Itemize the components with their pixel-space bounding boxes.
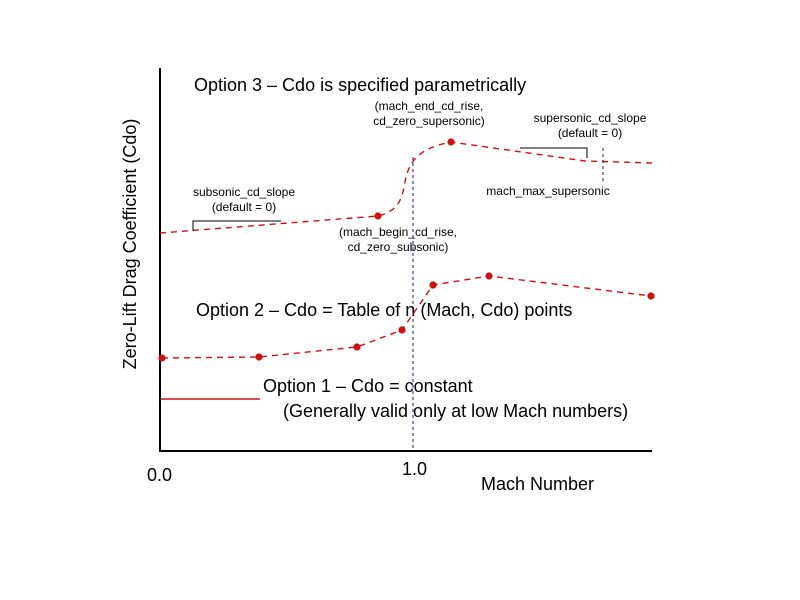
x-axis-label: Mach Number [481, 474, 594, 494]
x-tick-1: 1.0 [402, 459, 427, 479]
subsonic-slope-bracket [192, 220, 281, 231]
label-supersonic-slope-line2: (default = 0) [558, 126, 622, 140]
option1-title: Option 1 – Cdo = constant [263, 376, 473, 396]
label-begin-rise-line2: cd_zero_subsonic) [348, 240, 449, 254]
option2-title: Option 2 – Cdo = Table of n (Mach, Cdo) … [196, 300, 572, 320]
option2-point [429, 281, 437, 289]
label-begin-rise-line1: (mach_begin_cd_rise, [339, 225, 457, 239]
supersonic-slope-bracket [520, 147, 588, 158]
option2-point [353, 343, 361, 351]
option2-point [255, 353, 263, 361]
option3-curve [159, 141, 653, 234]
option1-note: (Generally valid only at low Mach number… [283, 401, 628, 421]
x-tick-0: 0.0 [147, 465, 172, 485]
option3-begin-rise-point [374, 212, 382, 220]
label-end-rise-line1: (mach_end_cd_rise, [375, 99, 484, 113]
label-end-rise-line2: cd_zero_supersonic) [373, 114, 484, 128]
y-axis-label: Zero-Lift Drag Coefficient (Cdo) [120, 119, 140, 370]
label-subsonic-slope-line1: subsonic_cd_slope [193, 185, 295, 199]
option2-point [647, 292, 655, 300]
option2-point [485, 272, 493, 280]
option3-end-rise-point [447, 138, 455, 146]
label-max-supersonic: mach_max_supersonic [486, 184, 609, 198]
option2-point [158, 354, 166, 362]
option2-point [398, 326, 406, 334]
option3-title: Option 3 – Cdo is specified parametrical… [194, 75, 526, 95]
label-subsonic-slope-line2: (default = 0) [212, 200, 276, 214]
label-supersonic-slope-line1: supersonic_cd_slope [534, 111, 647, 125]
